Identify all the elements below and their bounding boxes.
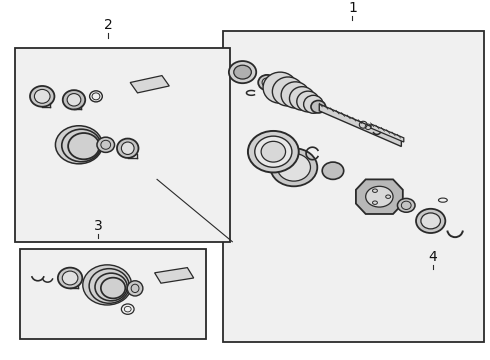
Ellipse shape — [262, 78, 272, 87]
Text: 1: 1 — [348, 1, 357, 15]
Text: 2: 2 — [104, 18, 113, 32]
Ellipse shape — [234, 65, 251, 79]
Ellipse shape — [281, 82, 310, 108]
Ellipse shape — [101, 278, 125, 298]
Ellipse shape — [272, 77, 304, 106]
Ellipse shape — [97, 137, 115, 152]
Polygon shape — [371, 124, 404, 142]
Ellipse shape — [397, 198, 415, 212]
Ellipse shape — [67, 94, 81, 106]
Ellipse shape — [258, 75, 276, 90]
Ellipse shape — [89, 269, 129, 303]
Ellipse shape — [290, 87, 315, 110]
Ellipse shape — [277, 153, 311, 181]
Ellipse shape — [55, 126, 102, 164]
Polygon shape — [130, 76, 169, 93]
Ellipse shape — [255, 136, 292, 167]
Ellipse shape — [117, 139, 139, 158]
Bar — [15, 48, 230, 242]
Ellipse shape — [30, 86, 54, 107]
Ellipse shape — [68, 133, 99, 159]
Ellipse shape — [322, 162, 343, 179]
Ellipse shape — [270, 148, 318, 186]
Ellipse shape — [416, 209, 445, 233]
Ellipse shape — [311, 100, 326, 113]
Polygon shape — [155, 267, 194, 283]
Ellipse shape — [62, 271, 78, 285]
Polygon shape — [356, 179, 403, 214]
Bar — [20, 249, 206, 338]
Ellipse shape — [248, 131, 299, 172]
Text: 4: 4 — [429, 250, 438, 264]
Ellipse shape — [63, 90, 85, 109]
Ellipse shape — [366, 186, 393, 207]
Ellipse shape — [127, 281, 143, 296]
Ellipse shape — [122, 142, 134, 154]
Ellipse shape — [83, 265, 132, 305]
Ellipse shape — [58, 267, 82, 288]
Ellipse shape — [229, 61, 256, 83]
Ellipse shape — [304, 95, 323, 113]
Bar — [223, 31, 485, 342]
Ellipse shape — [261, 141, 286, 162]
Ellipse shape — [34, 89, 50, 103]
Text: 3: 3 — [94, 219, 103, 233]
Ellipse shape — [95, 273, 127, 301]
Ellipse shape — [263, 72, 297, 103]
Ellipse shape — [297, 91, 319, 112]
Polygon shape — [319, 104, 401, 147]
Ellipse shape — [421, 213, 441, 229]
Ellipse shape — [62, 129, 101, 162]
